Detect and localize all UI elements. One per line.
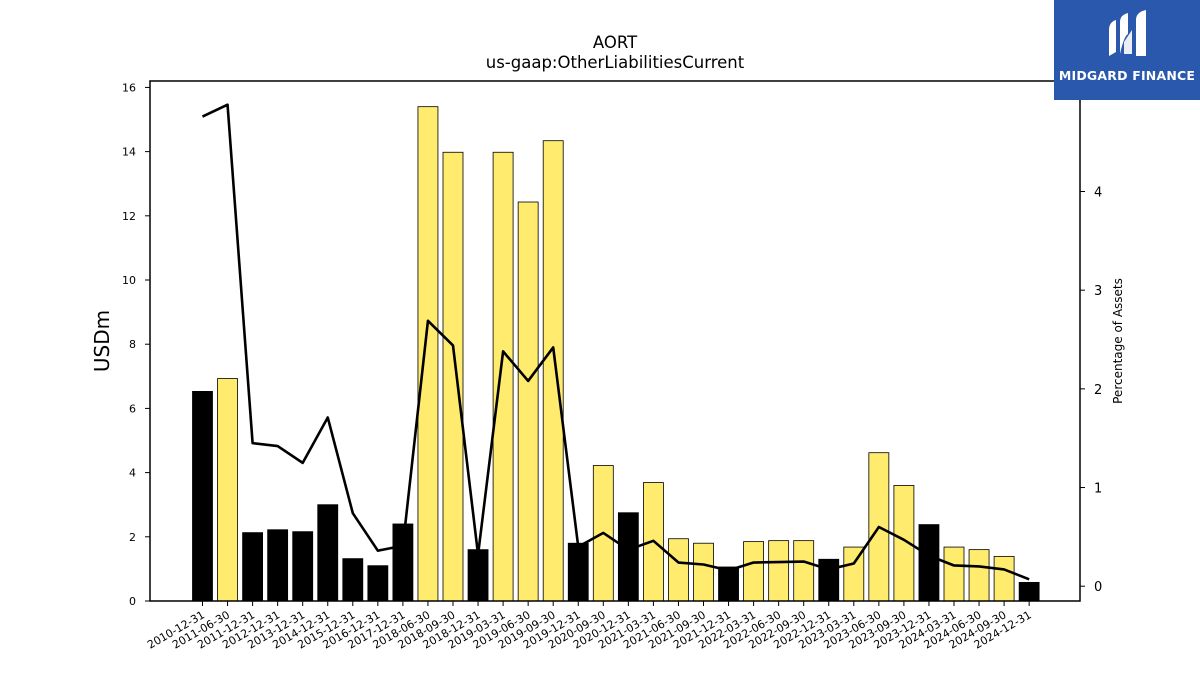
y2-tick-label: 3 <box>1094 284 1102 299</box>
y-axis: 0 2 4 6 8 10 12 14 16 <box>122 81 150 608</box>
y-axis-label: USDm <box>90 310 114 372</box>
chart-title: AORT <box>593 33 638 52</box>
bar-2022-06-30 <box>768 540 790 602</box>
bar-2024-12-31 <box>1018 581 1040 602</box>
bar-2018-06-30 <box>417 106 439 602</box>
brand-name: MIDGARD FINANCE <box>1058 68 1196 83</box>
bar-2022-12-31 <box>818 558 840 602</box>
y-tick-label: 0 <box>129 595 136 608</box>
bar-2011-12-31 <box>242 532 264 602</box>
line-layer <box>201 103 1030 581</box>
bars-layer <box>192 106 1040 602</box>
y-tick-label: 8 <box>129 338 136 351</box>
bar-2024-03-31 <box>943 546 965 602</box>
pct-assets-line <box>201 103 1030 581</box>
bar-2019-03-31 <box>492 151 514 602</box>
y-tick-label: 4 <box>129 467 136 480</box>
y2-tick-label: 1 <box>1094 482 1102 497</box>
bar-2019-06-30 <box>517 201 539 602</box>
y-tick-label: 2 <box>129 531 136 544</box>
y2-tick-label: 2 <box>1094 383 1102 398</box>
bar-2021-06-30 <box>668 538 689 602</box>
midgard-logo-icon <box>1109 10 1146 56</box>
bar-2019-09-30 <box>542 140 564 602</box>
plot-frame <box>149 80 1081 602</box>
brand-logo: MIDGARD FINANCE <box>1054 0 1200 100</box>
y-tick-label: 16 <box>122 81 136 94</box>
bar-2010-12-31 <box>192 390 213 602</box>
y2-tick-label: 4 <box>1094 186 1102 201</box>
y2-axis-label: Percentage of Assets <box>1111 278 1125 404</box>
bar-2021-12-31 <box>718 566 739 602</box>
y-tick-label: 12 <box>122 210 136 223</box>
bar-2016-12-31 <box>367 565 389 602</box>
bar-2021-09-30 <box>693 542 714 602</box>
bar-2014-12-31 <box>317 504 339 602</box>
bar-2019-12-31 <box>567 542 589 602</box>
bar-2024-06-30 <box>968 549 990 602</box>
bar-2024-09-30 <box>993 555 1015 602</box>
bar-2022-09-30 <box>793 540 815 602</box>
y-tick-label: 6 <box>129 402 136 415</box>
chart-subtitle: us-gaap:OtherLiabilitiesCurrent <box>486 53 745 72</box>
bar-2013-12-31 <box>292 531 314 602</box>
x-axis: 2010-12-312011-06-302011-12-312012-12-31… <box>145 601 1034 652</box>
bar-2022-03-31 <box>743 541 764 602</box>
bar-2020-12-31 <box>617 512 639 602</box>
y-tick-label: 14 <box>122 146 136 159</box>
bar-2018-12-31 <box>467 549 489 602</box>
y-tick-label: 10 <box>122 274 136 287</box>
bar-2015-12-31 <box>342 558 364 602</box>
y2-tick-label: 0 <box>1094 580 1102 595</box>
y2-axis: 0 1 2 3 4 <box>1080 186 1102 595</box>
bar-2011-06-30 <box>217 378 238 602</box>
bar-2023-12-31 <box>918 524 940 602</box>
bar-2018-09-30 <box>442 151 464 602</box>
bar-2012-12-31 <box>267 529 289 602</box>
